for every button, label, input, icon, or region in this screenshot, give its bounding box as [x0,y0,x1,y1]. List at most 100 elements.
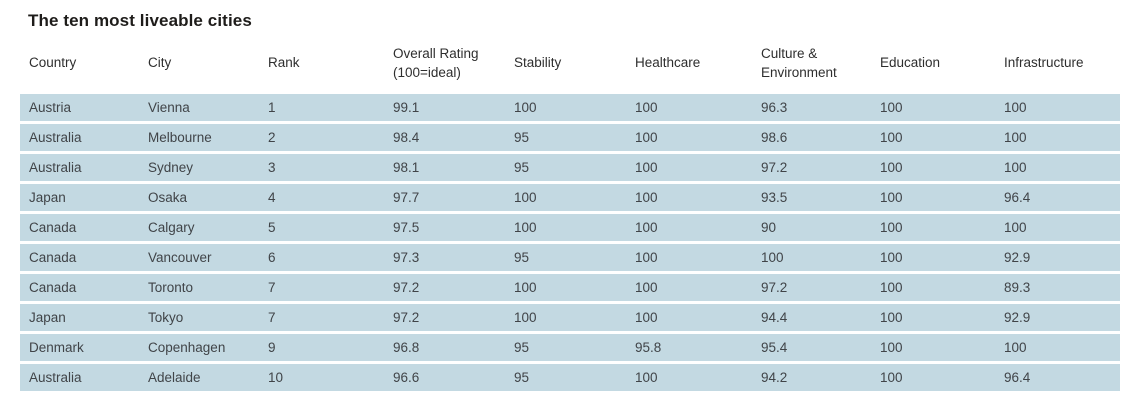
table-cell: Australia [29,370,82,385]
table-cell: 100 [880,250,903,265]
header-cell: Overall Rating (100=ideal) [393,45,479,80]
table-cell: Vienna [148,100,190,115]
table-row: Australia Adelaide 10 96.6 95 100 94.2 100 96.4 [20,364,1120,391]
table-cell: Osaka [148,190,188,205]
table-row: Australia Melbourne 2 98.4 95 100 98.6 100 100 [20,124,1120,151]
table-cell: 7 [268,280,276,295]
table-cell: 100 [1004,340,1027,355]
table-cell: 100 [635,190,658,205]
table-cell: 100 [761,250,784,265]
table-cell: 92.9 [1004,250,1031,265]
header-cell: Infrastructure [1004,55,1084,70]
table-cell: 100 [1004,220,1027,235]
table-cell: 100 [635,370,658,385]
table-cell: Canada [29,280,77,295]
table-cell: 94.2 [761,370,788,385]
header-cell: Healthcare [635,55,701,70]
table-cell: 96.8 [393,340,420,355]
table-cell: Adelaide [148,370,201,385]
table-cell: 100 [514,220,537,235]
table-cell: 100 [880,280,903,295]
table-cell: 97.2 [393,310,420,325]
table-cell: 100 [880,340,903,355]
table-cell: 100 [635,310,658,325]
header-cell: Rank [268,55,300,70]
header-cell: Country [29,55,77,70]
table-cell: Japan [29,190,66,205]
header-cell: Stability [514,55,562,70]
header-cell: City [148,55,172,70]
table-cell: 100 [880,370,903,385]
table-cell: Tokyo [148,310,184,325]
table-cell: 96.6 [393,370,420,385]
table-cell: 98.6 [761,130,788,145]
table-cell: 96.4 [1004,370,1031,385]
table-cell: Denmark [29,340,84,355]
table-row: Canada Vancouver 6 97.3 95 100 100 100 92.9 [20,244,1120,271]
table-cell: Vancouver [148,250,212,265]
table-cell: 90 [761,220,777,235]
table-cell: 96.3 [761,100,788,115]
table-row: Australia Sydney 3 98.1 95 100 97.2 100 100 [20,154,1120,181]
table-cell: 97.2 [761,160,788,175]
table-cell: Canada [29,250,77,265]
liveability-table: Country City Rank Overall Rating (100=ideal… [20,33,1120,394]
table-cell: 100 [1004,160,1027,175]
header-cell: Education [880,55,941,70]
table-cell: 97.7 [393,190,420,205]
table-cell: Japan [29,310,66,325]
table-cell: 6 [268,250,276,265]
table-cell: 97.5 [393,220,420,235]
table-row: Canada Toronto 7 97.2 100 100 97.2 100 89.3 [20,274,1120,301]
table-cell: 100 [514,100,537,115]
table-cell: 96.4 [1004,190,1031,205]
table-row: Austria Vienna 1 99.1 100 100 96.3 100 100 [20,94,1120,121]
table-cell: 99.1 [393,100,420,115]
table-cell: 95 [514,340,530,355]
table-cell: 95.8 [635,340,662,355]
report-page: The ten most liveable cities Country City… [20,11,1120,394]
table-cell: 100 [514,310,537,325]
table-cell: Calgary [148,220,195,235]
table-row: Japan Tokyo 7 97.2 100 100 94.4 100 92.9 [20,304,1120,331]
table-cell: 100 [514,190,537,205]
table-cell: Sydney [148,160,194,175]
header-cell: Culture & Environment [761,45,837,80]
table-cell: 93.5 [761,190,788,205]
table-title: The ten most liveable cities [28,11,252,30]
table-cell: 97.2 [761,280,788,295]
table-cell: Austria [29,100,72,115]
table-cell: 95 [514,160,530,175]
table-cell: 100 [635,220,658,235]
table-cell: Copenhagen [148,340,226,355]
table-cell: 1 [268,100,276,115]
table-row: Denmark Copenhagen 9 96.8 95 95.8 95.4 100 100 [20,334,1120,361]
table-cell: 2 [268,130,276,145]
table-cell: 100 [1004,130,1027,145]
table-cell: 100 [635,100,658,115]
table-cell: 95.4 [761,340,788,355]
table-cell: 98.1 [393,160,420,175]
table-cell: 100 [880,190,903,205]
table-cell: 100 [635,130,658,145]
table-cell: Australia [29,160,82,175]
table-cell: 100 [880,160,903,175]
table-cell: Toronto [148,280,194,295]
table-cell: Melbourne [148,130,212,145]
table-cell: 100 [880,130,903,145]
table-cell: 7 [268,310,276,325]
table-cell: 92.9 [1004,310,1031,325]
table-cell: 9 [268,340,276,355]
table-cell: 5 [268,220,276,235]
table-cell: 95 [514,370,530,385]
table-cell: Australia [29,130,82,145]
table-cell: 4 [268,190,276,205]
table-cell: 98.4 [393,130,420,145]
table-cell: 97.3 [393,250,420,265]
table-cell: 100 [635,280,658,295]
table-cell: 95 [514,250,530,265]
table-cell: 100 [880,100,903,115]
table-cell: 95 [514,130,530,145]
table-header-row: Country City Rank Overall Rating (100=ideal… [20,36,1120,91]
table-cell: 89.3 [1004,280,1031,295]
